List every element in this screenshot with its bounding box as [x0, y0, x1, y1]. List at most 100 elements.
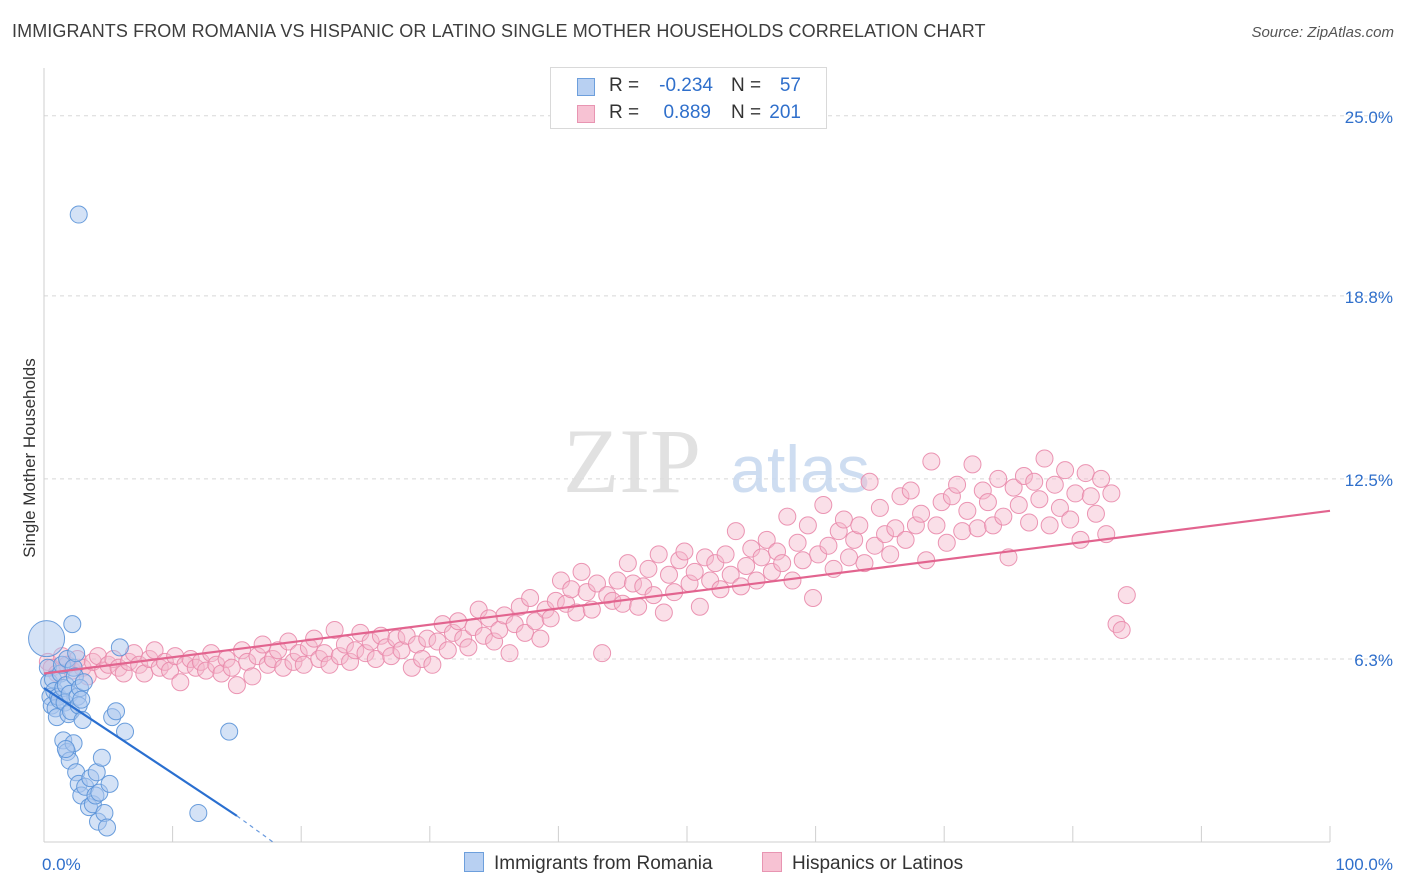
- hispanic-point: [258, 655, 277, 674]
- hispanic-point: [1040, 516, 1059, 535]
- hispanic-point: [567, 603, 586, 622]
- romania-trend-extension: [236, 815, 274, 843]
- hispanic-point: [161, 661, 180, 680]
- hispanic-point: [284, 652, 303, 671]
- hispanic-point: [726, 522, 745, 541]
- hispanic-point: [407, 635, 426, 654]
- hispanic-point: [994, 507, 1013, 526]
- hispanic-point: [690, 597, 709, 616]
- hispanic-point: [906, 516, 925, 535]
- hispanic-point: [1045, 475, 1064, 494]
- hispanic-point: [289, 644, 308, 663]
- trend-lines: [43, 509, 1331, 843]
- legend-swatch-pink: [577, 105, 595, 123]
- hispanic-point: [227, 676, 246, 695]
- hispanic-point: [845, 530, 864, 549]
- hispanic-point: [356, 644, 375, 663]
- hispanic-point: [474, 626, 493, 645]
- hispanic-point: [212, 664, 231, 683]
- hispanic-point: [978, 493, 997, 512]
- hispanic-point: [896, 530, 915, 549]
- hispanic-point: [366, 649, 385, 668]
- hispanic-point: [865, 536, 884, 555]
- hispanic-point: [423, 655, 442, 674]
- hispanic-point: [299, 638, 318, 657]
- hispanic-point: [768, 542, 787, 561]
- hispanic-point: [1102, 484, 1121, 503]
- legend-r-label: R =: [609, 102, 640, 123]
- x-tick-label: 100.0%: [1335, 855, 1393, 874]
- legend-n-value: 201: [769, 102, 801, 123]
- correlation-legend: R = -0.234 N = 57 R = 0.889 N = 201: [550, 67, 827, 129]
- hispanic-point: [1020, 513, 1039, 532]
- hispanic-point: [598, 586, 617, 605]
- hispanic-point: [443, 623, 462, 642]
- hispanic-point: [1061, 510, 1080, 529]
- romania-point: [100, 774, 119, 793]
- hispanic-point: [418, 629, 437, 648]
- romania-point: [98, 818, 117, 837]
- romania-point: [110, 638, 129, 657]
- romania-point: [28, 620, 66, 658]
- hispanic-point: [747, 571, 766, 590]
- hispanic-point: [963, 455, 982, 474]
- legend-label-romania: Immigrants from Romania: [494, 853, 713, 874]
- hispanic-point: [814, 496, 833, 515]
- romania-point: [74, 673, 93, 692]
- hispanic-point: [526, 612, 545, 631]
- romania-point: [92, 748, 111, 767]
- y-axis-title: Single Mother Households: [20, 358, 39, 558]
- hispanic-point: [531, 629, 550, 648]
- hispanic-point: [613, 594, 632, 613]
- hispanic-point: [485, 632, 504, 651]
- hispanic-point: [500, 644, 519, 663]
- hispanic-point: [870, 498, 889, 517]
- hispanic-point: [1004, 478, 1023, 497]
- hispanic-point: [881, 545, 900, 564]
- hispanic-point: [968, 519, 987, 538]
- romania-point: [69, 205, 88, 224]
- gridlines: [44, 115, 1395, 660]
- hispanic-point: [1056, 461, 1075, 480]
- y-tick-label: 18.8%: [1345, 288, 1393, 307]
- hispanic-point: [618, 554, 637, 573]
- legend-n-label: N =: [731, 75, 762, 96]
- legend-row-hispanic: R = 0.889 N = 201: [551, 101, 826, 127]
- hispanic-point: [171, 673, 190, 692]
- romania-points: [28, 205, 239, 837]
- hispanic-point: [1117, 586, 1136, 605]
- hispanic-point: [521, 588, 540, 607]
- hispanic-point: [1066, 484, 1085, 503]
- hispanic-point: [901, 481, 920, 500]
- hispanic-point: [274, 658, 293, 677]
- legend-label-hispanic: Hispanics or Latinos: [792, 853, 964, 874]
- hispanic-point: [1030, 490, 1049, 509]
- watermark-zip: ZIP: [563, 410, 701, 512]
- chart-title: IMMIGRANTS FROM ROMANIA VS HISPANIC OR L…: [12, 21, 986, 41]
- romania-point: [67, 644, 86, 663]
- hispanic-point: [438, 641, 457, 660]
- legend-r-value: -0.234: [659, 75, 713, 96]
- hispanic-point: [675, 542, 694, 561]
- y-tick-label: 12.5%: [1345, 471, 1393, 490]
- hispanic-point: [310, 649, 329, 668]
- hispanic-point: [912, 504, 931, 523]
- hispanic-point: [973, 481, 992, 500]
- hispanic-point: [135, 664, 154, 683]
- hispanic-point: [562, 580, 581, 599]
- hispanic-point: [572, 562, 591, 581]
- hispanic-point: [932, 493, 951, 512]
- hispanic-point: [490, 620, 509, 639]
- hispanic-point: [757, 530, 776, 549]
- legend-swatch-blue: [577, 78, 595, 96]
- hispanic-point: [114, 664, 133, 683]
- hispanic-point: [315, 644, 334, 663]
- hispanic-point: [773, 554, 792, 573]
- hispanic-point: [341, 652, 360, 671]
- y-tick-label: 25.0%: [1345, 108, 1393, 127]
- romania-point: [189, 803, 208, 822]
- hispanic-point: [1107, 615, 1126, 634]
- hispanic-point: [207, 655, 226, 674]
- x-tick-label: 0.0%: [42, 855, 81, 874]
